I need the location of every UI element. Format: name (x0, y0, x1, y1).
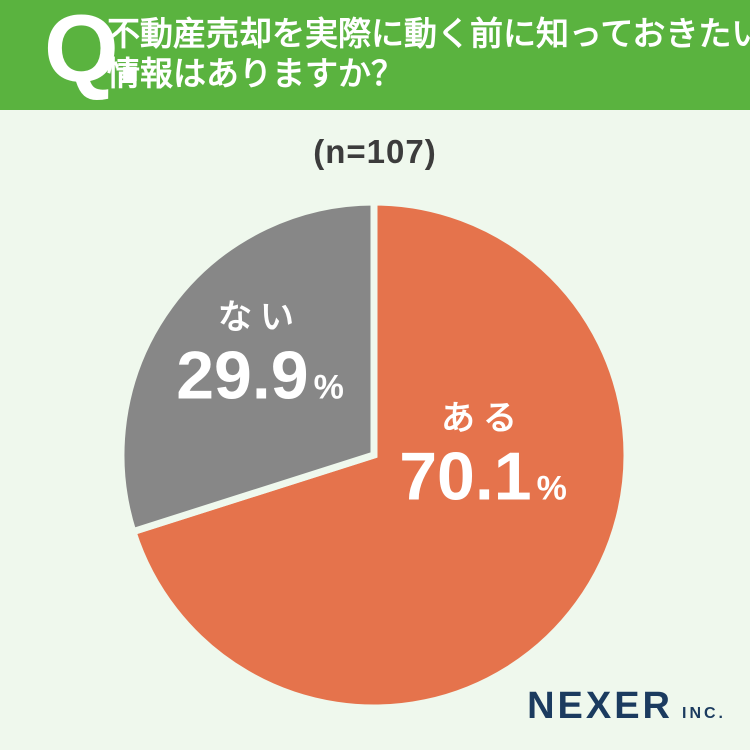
pie-chart (114, 195, 634, 715)
sample-size-label: (n=107) (313, 133, 437, 170)
question-line-2: 情報はありますか？ (107, 55, 404, 92)
slice-nai-value: 29.9% (176, 338, 344, 414)
slice-aru-number: 70.1 (399, 439, 532, 515)
pie-slice-ある (128, 198, 631, 712)
slice-aru-percent-sign: % (536, 470, 567, 508)
question-header: Q. 不動産売却を実際に動く前に知っておきたい 情報はありますか？ (0, 0, 750, 110)
slice-aru-name: ある (441, 399, 525, 438)
pie-chart-svg (117, 198, 631, 712)
q-mark-label: Q. (44, 0, 143, 102)
brand-name: NEXER (527, 685, 673, 727)
question-text: 不動産売却を実際に動く前に知っておきたい 情報はありますか？ (107, 14, 750, 94)
brand-logo: NEXER INC. (527, 685, 726, 728)
pie-slice-ない (117, 198, 378, 537)
slice-label-aru: ある 70.1% (399, 399, 567, 515)
slice-nai-number: 29.9 (176, 338, 309, 414)
slice-nai-percent-sign: % (313, 369, 344, 407)
brand-suffix: INC. (682, 705, 726, 722)
slice-nai-name: ない (218, 298, 302, 337)
question-line-1: 不動産売却を実際に動く前に知っておきたい (107, 15, 750, 52)
slice-label-nai: ない 29.9% (176, 298, 344, 414)
slice-aru-value: 70.1% (399, 439, 567, 515)
